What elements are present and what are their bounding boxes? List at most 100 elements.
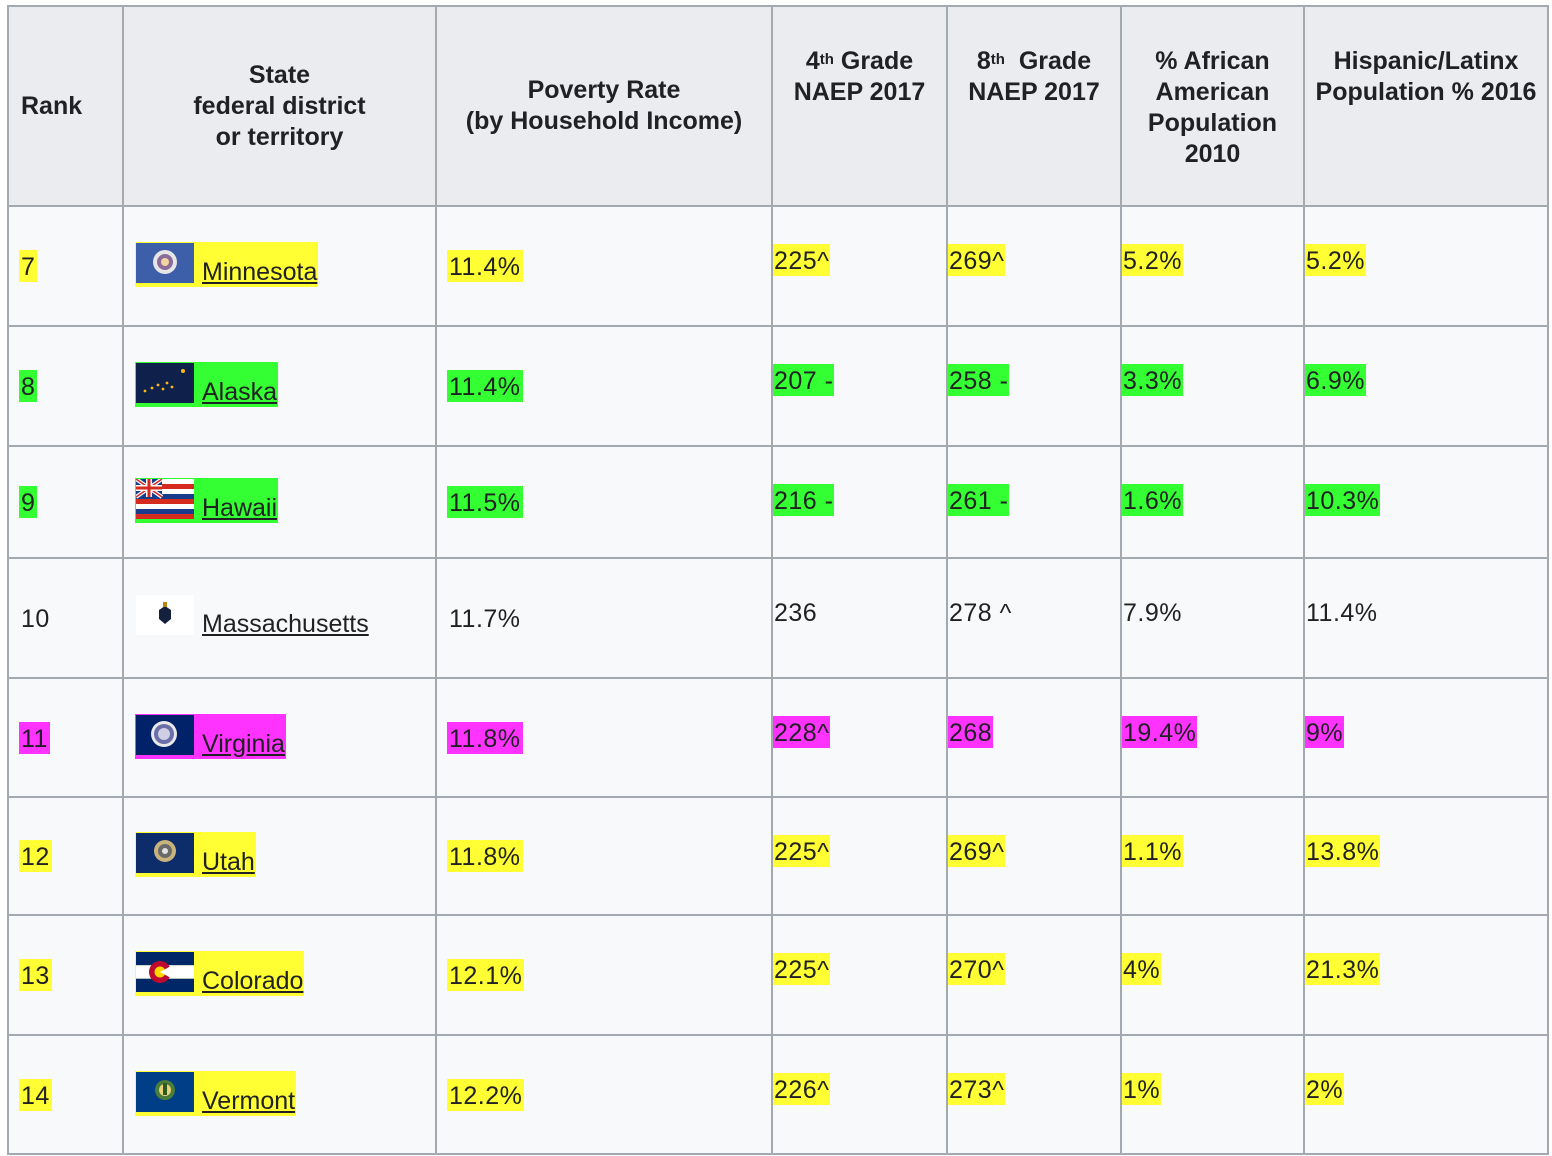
table-row-virginia: 11 Virginia 11.8% 228^ 268 19.4% 9% (7, 677, 1549, 798)
grade8-value: 258 - (948, 364, 1010, 396)
hispanic-cell: 11.4% (1303, 557, 1549, 679)
table-row-vermont: 14 Vermont 12.2% 226^ 273^ 1% 2% (7, 1034, 1549, 1155)
african-american-value: 5.2% (1122, 244, 1183, 276)
header-state[interactable]: State federal district or territory (122, 5, 437, 207)
rank-value: 11 (19, 721, 50, 754)
african-american-cell: 7.9% (1120, 557, 1305, 679)
hispanic-cell: 5.2% (1303, 205, 1549, 327)
rank-cell: 9 (7, 445, 124, 559)
state-link[interactable]: Vermont (202, 1086, 296, 1115)
grade8-value: 269^ (948, 835, 1006, 867)
rank-value: 14 (19, 1078, 52, 1111)
grade8-value: 273^ (948, 1073, 1006, 1105)
massachusetts-flag-icon (136, 595, 194, 635)
state-cell: Utah (122, 796, 437, 916)
hispanic-value: 5.2% (1305, 244, 1366, 276)
hispanic-value: 13.8% (1305, 835, 1381, 867)
rank-cell: 13 (7, 914, 124, 1036)
african-american-cell: 19.4% (1120, 677, 1305, 798)
state-link[interactable]: Massachusetts (202, 610, 369, 638)
rank-cell: 11 (7, 677, 124, 798)
grade4-value: 225^ (773, 953, 831, 985)
table-row-alaska: 8 Alaska 11.4% 207 - 258 - 3.3% 6.9% (7, 325, 1549, 447)
utah-flag-icon (136, 833, 194, 873)
state-link[interactable]: Minnesota (202, 258, 318, 286)
state-link[interactable]: Utah (202, 848, 255, 876)
poverty-value: 11.8% (447, 721, 523, 754)
poverty-value: 11.8% (447, 840, 523, 872)
table-row-minnesota: 7 Minnesota 11.4% 225^ 269^ 5.2% 5.2% (7, 205, 1549, 327)
grade4-cell: 225^ (771, 914, 948, 1036)
header-state-line1: State (248, 60, 311, 89)
header-grade4[interactable]: 4th Grade NAEP 2017 (771, 5, 948, 207)
grade4-value: 226^ (773, 1073, 831, 1105)
state-link[interactable]: Virginia (202, 729, 285, 758)
poverty-cell: 11.8% (435, 677, 773, 798)
state-link[interactable]: Alaska (202, 378, 278, 406)
poverty-cell: 12.1% (435, 914, 773, 1036)
poverty-cell: 11.4% (435, 325, 773, 447)
table-row-colorado: 13 Colorado 12.1% 225^ 270^ 4% 21.3% (7, 914, 1549, 1036)
grade8-value: 268 (948, 716, 994, 748)
virginia-flag-icon (136, 714, 194, 755)
rank-value: 8 (19, 370, 38, 402)
header-grade4-line2: NAEP 2017 (793, 78, 926, 106)
african-american-cell: 4% (1120, 914, 1305, 1036)
header-row: Rank State federal district or territory… (7, 5, 1549, 207)
african-american-cell: 1% (1120, 1034, 1305, 1155)
rank-value: 9 (19, 486, 38, 518)
hispanic-value: 2% (1305, 1073, 1345, 1105)
african-american-value: 4% (1122, 953, 1162, 985)
colorado-flag-icon (136, 952, 194, 992)
header-hispanic[interactable]: Hispanic/Latinx Population % 2016 (1303, 5, 1549, 207)
african-american-cell: 5.2% (1120, 205, 1305, 327)
state-link[interactable]: Hawaii (202, 494, 278, 522)
state-cell: Colorado (122, 914, 437, 1036)
grade8-cell: 269^ (946, 205, 1122, 327)
header-poverty[interactable]: Poverty Rate (by Household Income) (435, 5, 773, 207)
grade8-cell: 258 - (946, 325, 1122, 447)
grade4-value: 225^ (773, 244, 831, 276)
state-cell: Alaska (122, 325, 437, 447)
african-american-value: 1.6% (1122, 484, 1183, 516)
hispanic-value: 6.9% (1305, 364, 1366, 396)
grade8-cell: 270^ (946, 914, 1122, 1036)
header-state-line3: or territory (215, 122, 344, 151)
rank-cell: 14 (7, 1034, 124, 1155)
hispanic-cell: 21.3% (1303, 914, 1549, 1036)
header-afr-line2: American (1155, 78, 1270, 106)
state-cell: Massachusetts (122, 557, 437, 679)
grade4-value: 225^ (773, 835, 831, 867)
state-cell: Hawaii (122, 445, 437, 559)
header-grade4-sup: th (819, 51, 834, 68)
grade4-cell: 226^ (771, 1034, 948, 1155)
rank-cell: 12 (7, 796, 124, 916)
header-rank[interactable]: Rank (7, 5, 124, 207)
poverty-cell: 11.4% (435, 205, 773, 327)
poverty-cell: 11.8% (435, 796, 773, 916)
african-american-cell: 1.1% (1120, 796, 1305, 916)
header-grade8[interactable]: 8th Grade NAEP 2017 (946, 5, 1122, 207)
header-grade8-rest: Grade (1004, 47, 1092, 75)
grade4-cell: 225^ (771, 796, 948, 916)
african-american-cell: 1.6% (1120, 445, 1305, 559)
rank-value: 12 (19, 840, 52, 872)
header-african-american[interactable]: % African American Population 2010 (1120, 5, 1305, 207)
state-link[interactable]: Colorado (202, 967, 304, 995)
poverty-value: 11.7% (449, 605, 521, 633)
vermont-flag-icon (136, 1071, 194, 1112)
poverty-cell: 11.7% (435, 557, 773, 679)
grade8-cell: 269^ (946, 796, 1122, 916)
grade8-cell: 261 - (946, 445, 1122, 559)
grade4-cell: 236 (771, 557, 948, 679)
hispanic-value: 11.4% (1306, 599, 1378, 627)
poverty-value: 11.4% (447, 250, 523, 282)
header-rank-label: Rank (21, 91, 83, 120)
grade4-value: 216 - (773, 484, 835, 516)
african-american-value: 19.4% (1122, 716, 1198, 748)
header-grade8-sup: th (990, 51, 1005, 68)
header-afr-line4: 2010 (1184, 140, 1241, 168)
rank-cell: 8 (7, 325, 124, 447)
hispanic-cell: 9% (1303, 677, 1549, 798)
african-american-value: 3.3% (1122, 364, 1183, 396)
